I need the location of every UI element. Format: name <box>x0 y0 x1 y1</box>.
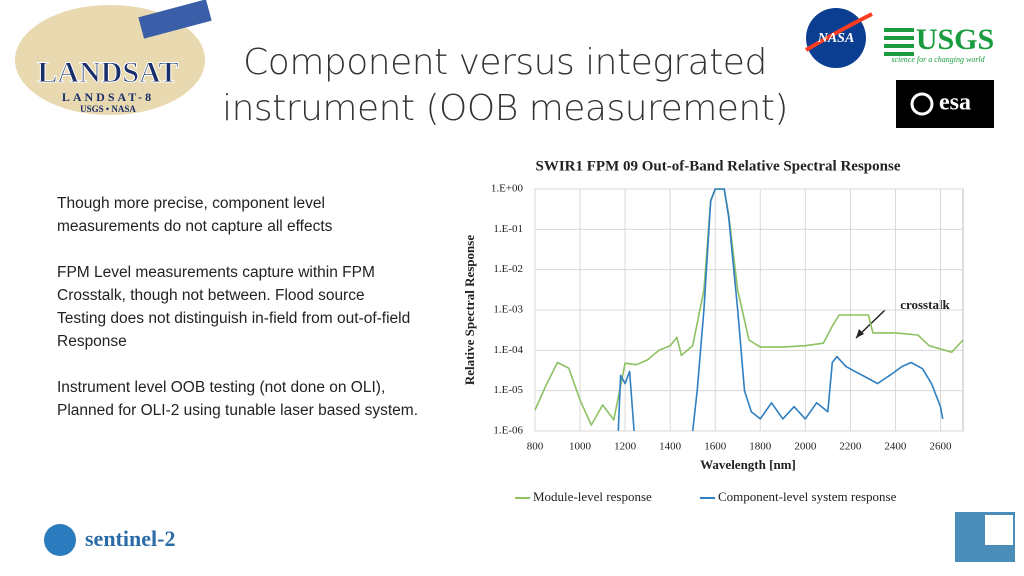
landsat9-mark <box>985 515 1013 545</box>
text-line: Instrument level OOB testing (not done o… <box>57 379 386 396</box>
x-tick-label: 1600 <box>704 441 727 453</box>
logo-text: NASA <box>817 31 855 46</box>
y-tick-label: 1.E-04 <box>493 344 523 356</box>
title-line: Component versus integrated <box>243 42 767 83</box>
x-tick-label: 2400 <box>884 441 907 453</box>
arrow-head <box>856 329 864 338</box>
slide-title: Component versus integrated instrument (… <box>200 40 810 132</box>
x-axis-label: Wavelength [nm] <box>700 457 796 472</box>
y-tick-label: 1.E+00 <box>491 183 524 195</box>
y-axis-label: Relative Spectral Response <box>462 235 477 385</box>
text-line: FPM Level measurements capture within FP… <box>57 264 375 281</box>
x-tick-label: 1000 <box>569 441 592 453</box>
logo-text: sentinel-2 <box>85 526 175 551</box>
satellite-panel <box>138 0 212 39</box>
nasa-swoosh <box>804 12 873 52</box>
sentinel-mark <box>44 524 76 556</box>
x-tick-label: 1400 <box>659 441 682 453</box>
logo-text: USGS • NASA <box>80 104 136 114</box>
y-tick-label: 1.E-02 <box>493 263 523 275</box>
nasa-logo: NASA <box>804 8 873 68</box>
logo-text: science for a changing world <box>891 55 985 64</box>
x-tick-label: 2600 <box>929 441 952 453</box>
series-line <box>617 188 944 432</box>
y-tick-label: 1.E-01 <box>493 223 523 235</box>
sentinel-logo: sentinel-2 <box>44 524 175 556</box>
y-tick-label: 1.E-05 <box>493 384 523 396</box>
esa-mark <box>910 92 934 116</box>
x-tick-label: 2200 <box>839 441 862 453</box>
logo-text: LANDSAT <box>37 56 178 89</box>
y-tick-label: 1.E-03 <box>493 304 523 316</box>
legend-label: Module-level response <box>533 489 652 504</box>
title-line: instrument (OOB measurement) <box>222 88 788 129</box>
y-tick-label: 1.E-06 <box>493 425 523 437</box>
legend-label: Component-level system response <box>718 489 897 504</box>
landsat9-logo <box>955 512 1015 562</box>
paragraph: FPM Level measurements capture within FP… <box>57 261 477 353</box>
text-line: Though more precise, component level <box>57 195 325 212</box>
text-line: Testing does not distinguish in-field fr… <box>57 310 411 327</box>
x-tick-label: 2000 <box>794 441 817 453</box>
x-tick-label: 1800 <box>749 441 772 453</box>
usgs-waves <box>884 28 914 56</box>
landsat-logo: LANDSAT LANDSAT-8 USGS • NASA <box>15 0 212 115</box>
series-line <box>534 188 964 426</box>
text-line: measurements do not capture all effects <box>57 218 333 235</box>
annotation: crosstalk <box>900 297 950 312</box>
text-line: Planned for OLI-2 using tunable laser ba… <box>57 402 419 419</box>
usgs-logo: USGS science for a changing world <box>884 23 994 64</box>
text-line: Response <box>57 333 127 350</box>
chart-title: SWIR1 FPM 09 Out-of-Band Relative Spectr… <box>536 158 901 174</box>
x-tick-label: 1200 <box>614 441 637 453</box>
logo-text: USGS <box>916 23 994 56</box>
x-tick-label: 800 <box>527 441 544 453</box>
logo-text: LANDSAT-8 <box>62 90 154 104</box>
paragraph: Instrument level OOB testing (not done o… <box>57 376 477 422</box>
paragraph: Though more precise, component level meas… <box>57 192 477 238</box>
body-text: Though more precise, component level meas… <box>57 192 477 445</box>
text-line: Crosstalk, though not between. Flood sou… <box>57 287 365 304</box>
esa-logo: esa <box>896 80 994 128</box>
logo-text: esa <box>939 90 971 116</box>
